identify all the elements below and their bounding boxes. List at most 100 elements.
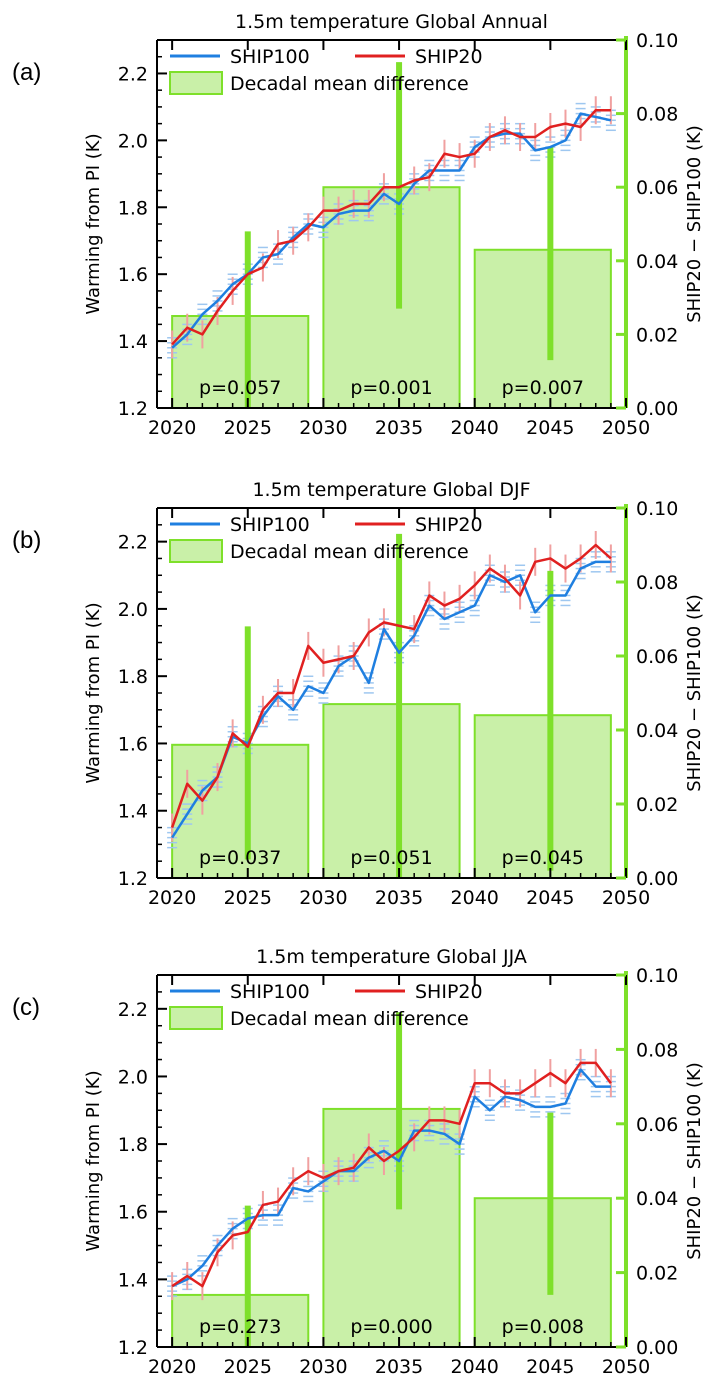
- panel-label: (a): [12, 59, 41, 86]
- y2-tick-label: 0.06: [636, 177, 678, 199]
- chart-panel-1: (a) 1.5m temperature Global Annual p=0.057…: [12, 11, 705, 439]
- p-value-label: p=0.007: [502, 377, 584, 399]
- legend-label-ship20: SHIP20: [415, 514, 483, 536]
- x-tick-label: 2025: [224, 417, 272, 439]
- p-value-label: p=0.045: [502, 847, 584, 869]
- y2-tick-label: 0.04: [636, 251, 678, 273]
- y-tick-label: 1.8: [118, 1134, 148, 1156]
- decadal-bar: [473, 248, 612, 409]
- x-tick-label: 2040: [451, 1356, 499, 1378]
- y2-tick-label: 0.06: [636, 646, 678, 668]
- y2-axis-label: SHIP20 − SHIP100 (K): [684, 125, 705, 323]
- y2-tick-label: 0.02: [636, 1263, 678, 1285]
- x-tick-label: 2020: [148, 1356, 196, 1378]
- decadal-bar: [322, 186, 461, 409]
- chart-panel-3: (c) 1.5m temperature Global JJA p=0.273 p=0…: [12, 946, 705, 1378]
- x-tick-label: 2045: [526, 1356, 574, 1378]
- p-value-label: p=0.273: [199, 1316, 281, 1338]
- y2-tick-label: 0.10: [636, 498, 678, 520]
- decadal-bar: [322, 1107, 461, 1349]
- y2-tick-label: 0.02: [636, 794, 678, 816]
- y-tick-label: 1.2: [118, 398, 148, 420]
- y2-axis-label: SHIP20 − SHIP100 (K): [684, 594, 705, 792]
- legend-swatch-decadal: [169, 539, 223, 563]
- y2-tick-label: 0.08: [636, 104, 678, 126]
- y2-tick-label: 0.10: [636, 965, 678, 987]
- x-tick-label: 2030: [299, 1356, 347, 1378]
- y2-tick-label: 0.08: [636, 572, 678, 594]
- y-tick-label: 2.2: [118, 999, 148, 1021]
- y2-axis-label: SHIP20 − SHIP100 (K): [684, 1062, 705, 1260]
- x-tick-label: 2030: [299, 417, 347, 439]
- y2-tick-label: 0.04: [636, 720, 678, 742]
- chart-title: 1.5m temperature Global Annual: [235, 11, 548, 33]
- y-tick-label: 1.4: [118, 801, 148, 823]
- y-tick-label: 2.0: [118, 130, 148, 152]
- x-tick-label: 2050: [602, 1356, 650, 1378]
- x-tick-label: 2035: [375, 887, 423, 909]
- legend-label-decadal: Decadal mean difference: [230, 541, 469, 563]
- y2-tick-label: 0.02: [636, 324, 678, 346]
- y-tick-label: 1.6: [118, 733, 148, 755]
- p-value-label: p=0.057: [199, 377, 281, 399]
- y-tick-label: 1.8: [118, 666, 148, 688]
- x-tick-label: 2020: [148, 417, 196, 439]
- x-tick-label: 2025: [224, 1356, 272, 1378]
- p-value-label: p=0.008: [502, 1316, 584, 1338]
- legend-swatch-decadal: [169, 71, 223, 95]
- y-tick-label: 1.4: [118, 331, 148, 353]
- y-axis-label: Warming from PI (K): [83, 133, 104, 314]
- legend-label-decadal: Decadal mean difference: [230, 73, 469, 95]
- p-value-label: p=0.000: [350, 1316, 432, 1338]
- y-tick-label: 2.0: [118, 1066, 148, 1088]
- series-line-ship100: [171, 560, 611, 839]
- legend-label-ship100: SHIP100: [230, 514, 310, 536]
- y-tick-label: 1.8: [118, 197, 148, 219]
- p-value-label: p=0.001: [350, 377, 432, 399]
- x-tick-label: 2035: [375, 1356, 423, 1378]
- legend-label-ship100: SHIP100: [230, 981, 310, 1003]
- y2-tick-label: 0.00: [636, 1337, 678, 1359]
- y-axis-label: Warming from PI (K): [83, 602, 104, 783]
- decadal-bar: [171, 1293, 310, 1349]
- y2-tick-label: 0.06: [636, 1114, 678, 1136]
- y2-tick-label: 0.00: [636, 398, 678, 420]
- y-tick-label: 2.0: [118, 599, 148, 621]
- x-tick-label: 2030: [299, 887, 347, 909]
- y2-tick-label: 0.04: [636, 1188, 678, 1210]
- decadal-bar: [171, 743, 310, 879]
- x-tick-label: 2040: [451, 887, 499, 909]
- y2-tick-label: 0.10: [636, 30, 678, 52]
- legend-label-ship100: SHIP100: [230, 46, 310, 68]
- y2-tick-label: 0.00: [636, 868, 678, 890]
- chart-panel-2: (b) 1.5m temperature Global DJF p=0.037 p=0…: [12, 479, 705, 909]
- series-line-ship20: [171, 109, 611, 346]
- y2-tick-label: 0.08: [636, 1039, 678, 1061]
- y-tick-label: 1.2: [118, 1337, 148, 1359]
- x-tick-label: 2050: [602, 417, 650, 439]
- y-tick-label: 2.2: [118, 532, 148, 554]
- x-tick-label: 2020: [148, 887, 196, 909]
- y-tick-label: 1.2: [118, 868, 148, 890]
- x-tick-label: 2040: [451, 417, 499, 439]
- y-tick-label: 1.6: [118, 1202, 148, 1224]
- x-tick-label: 2035: [375, 417, 423, 439]
- y-tick-label: 1.4: [118, 1269, 148, 1291]
- x-tick-label: 2050: [602, 887, 650, 909]
- chart-title: 1.5m temperature Global DJF: [252, 479, 530, 501]
- chart-title: 1.5m temperature Global JJA: [256, 946, 527, 968]
- legend-label-ship20: SHIP20: [415, 981, 483, 1003]
- y-tick-label: 2.2: [118, 63, 148, 85]
- p-value-label: p=0.037: [199, 847, 281, 869]
- y-tick-label: 1.6: [118, 264, 148, 286]
- x-tick-label: 2045: [526, 887, 574, 909]
- legend-swatch-decadal: [169, 1006, 223, 1030]
- x-tick-label: 2045: [526, 417, 574, 439]
- p-value-label: p=0.051: [350, 847, 432, 869]
- panel-label: (c): [12, 994, 40, 1021]
- series-line-ship20: [170, 543, 612, 828]
- y-axis-label: Warming from PI (K): [83, 1070, 104, 1251]
- x-tick-label: 2025: [224, 887, 272, 909]
- decadal-bar: [473, 714, 612, 880]
